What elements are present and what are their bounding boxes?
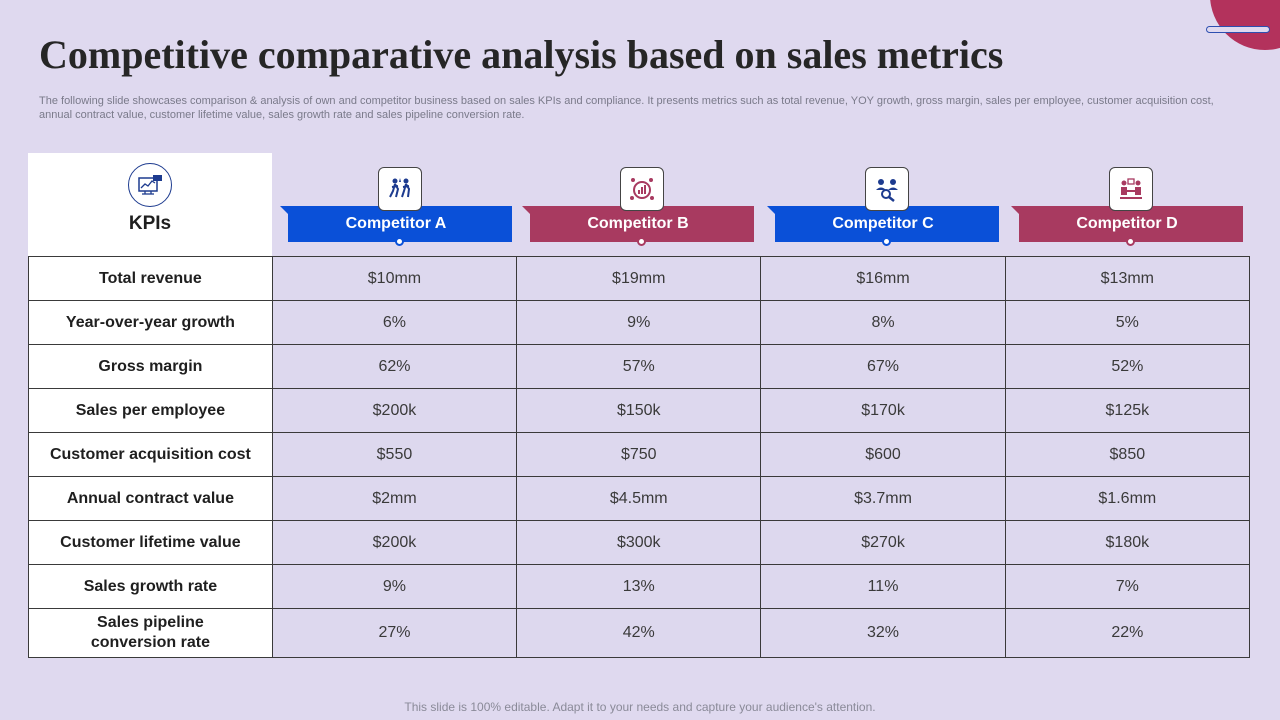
competitor-b-label: Competitor B	[522, 206, 754, 242]
kpi-name-line2: conversion rate	[90, 634, 210, 651]
kpi-name: Customer acquisition cost	[28, 432, 273, 477]
value-competitor-a: $2mm	[271, 476, 518, 521]
value-competitor-a: $200k	[271, 520, 518, 565]
table-row: Customer acquisition cost $550 $750 $600…	[28, 432, 1251, 477]
competitor-b-dot	[637, 237, 646, 246]
value-competitor-a: 6%	[271, 300, 518, 345]
value-competitor-b: $19mm	[516, 256, 762, 301]
value-competitor-d: $125k	[1004, 388, 1251, 433]
value-competitor-b: $150k	[516, 388, 762, 433]
table-row: Annual contract value $2mm $4.5mm $3.7mm…	[28, 476, 1251, 521]
competitor-d-header: Competitor D	[1011, 167, 1243, 247]
kpi-name: Sales pipeline conversion rate	[28, 608, 273, 658]
kpi-name: Total revenue	[28, 256, 273, 301]
value-competitor-d: 52%	[1004, 344, 1251, 389]
kpi-name: Gross margin	[28, 344, 273, 389]
value-competitor-c: $170k	[760, 388, 1006, 433]
value-competitor-b: 13%	[516, 564, 762, 609]
value-competitor-c: $16mm	[760, 256, 1006, 301]
competitor-d-dot	[1126, 237, 1135, 246]
competitor-d-label: Competitor D	[1011, 206, 1243, 242]
table-row: Total revenue $10mm $19mm $16mm $13mm	[28, 256, 1251, 301]
slide-footer: This slide is 100% editable. Adapt it to…	[404, 700, 876, 714]
competitor-a-dot	[395, 237, 404, 246]
value-competitor-c: $270k	[760, 520, 1006, 565]
kpi-header-cell: KPIs	[28, 153, 272, 256]
value-competitor-c: $600	[760, 432, 1006, 477]
competitor-c-label: Competitor C	[767, 206, 999, 242]
meeting-icon	[1109, 167, 1153, 211]
table-row: Gross margin 62% 57% 67% 52%	[28, 344, 1251, 389]
kpi-name: Sales growth rate	[28, 564, 273, 609]
value-competitor-b: 9%	[516, 300, 762, 345]
kpi-name: Annual contract value	[28, 476, 273, 521]
slide-subtitle: The following slide showcases comparison…	[39, 95, 1214, 121]
people-running-icon	[378, 167, 422, 211]
value-competitor-b: $750	[516, 432, 762, 477]
kpi-name: Year-over-year growth	[28, 300, 273, 345]
value-competitor-d: $180k	[1004, 520, 1251, 565]
value-competitor-a: $550	[271, 432, 518, 477]
value-competitor-a: $200k	[271, 388, 518, 433]
kpi-comparison-table: Total revenue $10mm $19mm $16mm $13mm Ye…	[28, 256, 1251, 658]
value-competitor-b: $300k	[516, 520, 762, 565]
value-competitor-c: 32%	[760, 608, 1006, 658]
value-competitor-d: 5%	[1004, 300, 1251, 345]
value-competitor-c: 8%	[760, 300, 1006, 345]
value-competitor-d: 22%	[1004, 608, 1251, 658]
value-competitor-b: 42%	[516, 608, 762, 658]
competitor-a-header: Competitor A	[280, 167, 512, 247]
value-competitor-a: 62%	[271, 344, 518, 389]
competitor-c-header: Competitor C	[767, 167, 999, 247]
value-competitor-d: $13mm	[1004, 256, 1251, 301]
people-search-icon	[865, 167, 909, 211]
slide-title: Competitive comparative analysis based o…	[39, 32, 1004, 77]
kpi-name: Customer lifetime value	[28, 520, 273, 565]
competitor-b-header: Competitor B	[522, 167, 754, 247]
kpi-dashboard-icon	[128, 163, 172, 207]
value-competitor-b: $4.5mm	[516, 476, 762, 521]
competitor-c-dot	[882, 237, 891, 246]
competitor-a-label: Competitor A	[280, 206, 512, 242]
value-competitor-a: $10mm	[271, 256, 518, 301]
table-row: Sales growth rate 9% 13% 11% 7%	[28, 564, 1251, 609]
value-competitor-b: 57%	[516, 344, 762, 389]
value-competitor-a: 27%	[271, 608, 518, 658]
value-competitor-a: 9%	[271, 564, 518, 609]
chart-target-icon	[620, 167, 664, 211]
value-competitor-c: 67%	[760, 344, 1006, 389]
corner-bar-decoration	[1206, 26, 1270, 33]
kpi-name: Sales per employee	[28, 388, 273, 433]
value-competitor-c: 11%	[760, 564, 1006, 609]
value-competitor-d: $850	[1004, 432, 1251, 477]
table-row: Sales pipeline conversion rate 27% 42% 3…	[28, 608, 1251, 658]
table-row: Year-over-year growth 6% 9% 8% 5%	[28, 300, 1251, 345]
value-competitor-d: 7%	[1004, 564, 1251, 609]
value-competitor-d: $1.6mm	[1004, 476, 1251, 521]
corner-decoration	[1210, 0, 1280, 50]
table-row: Sales per employee $200k $150k $170k $12…	[28, 388, 1251, 433]
value-competitor-c: $3.7mm	[760, 476, 1006, 521]
kpi-name-line1: Sales pipeline	[97, 614, 204, 631]
kpi-header-label: KPIs	[128, 213, 172, 234]
table-row: Customer lifetime value $200k $300k $270…	[28, 520, 1251, 565]
